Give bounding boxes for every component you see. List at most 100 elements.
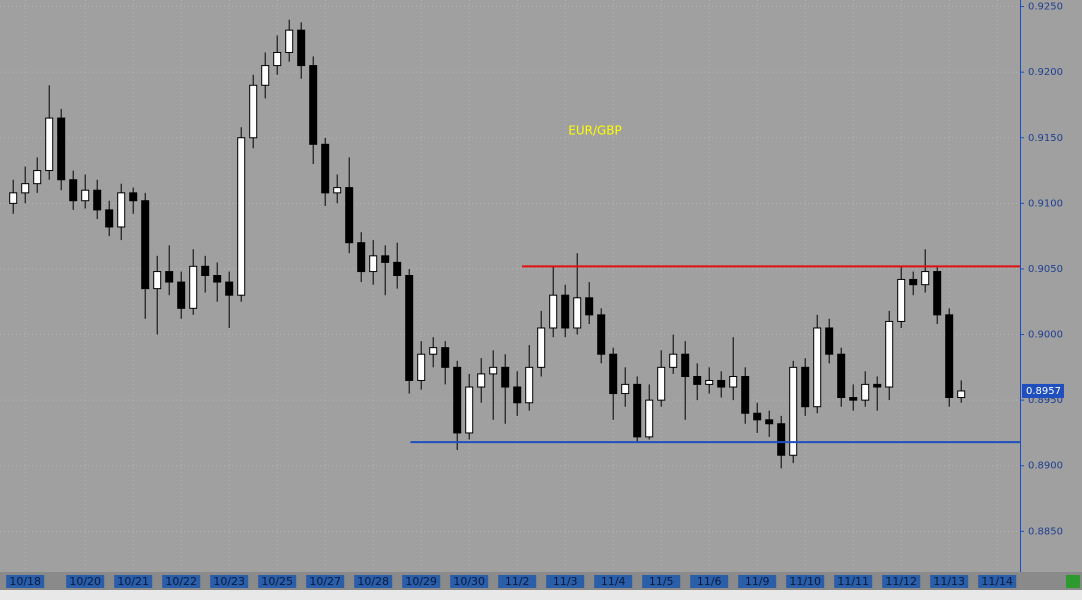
x-tick-box (594, 575, 633, 588)
candle-body (633, 383, 642, 438)
scrollbar[interactable] (0, 590, 1082, 600)
y-tick-label: 0.9150 (1028, 133, 1063, 144)
candle-body (9, 192, 18, 204)
x-tick-label: 10/23 (213, 575, 245, 588)
candle-body (93, 189, 102, 211)
candle-body (489, 366, 498, 375)
candle-body (585, 297, 594, 316)
candle-body (405, 275, 414, 381)
candle-body (465, 386, 474, 434)
y-tick-label: 0.9000 (1028, 330, 1063, 341)
candle-body (345, 187, 354, 244)
candle-body (453, 366, 462, 434)
candle-body (933, 271, 942, 316)
x-tick-box (66, 575, 105, 588)
candle-body (21, 183, 30, 194)
x-tick-box (210, 575, 249, 588)
candle-body (153, 271, 162, 290)
candle-body (597, 314, 606, 355)
x-tick-box (786, 575, 825, 588)
x-tick-label: 11/14 (981, 575, 1013, 588)
candle-body (813, 327, 822, 408)
candle-body (729, 376, 738, 388)
candle-body (189, 265, 198, 309)
candle-body (213, 275, 222, 283)
candle-body (645, 399, 654, 438)
x-tick-label: 10/20 (69, 575, 101, 588)
y-tick-label: 0.8850 (1028, 526, 1063, 537)
candle-body (801, 366, 810, 408)
candle-body (921, 271, 930, 286)
candle-body (753, 412, 762, 421)
candle-body (273, 51, 282, 67)
x-tick-box (162, 575, 201, 588)
candle-body (873, 383, 882, 388)
x-tick-box (6, 575, 45, 588)
x-tick-label: 11/3 (553, 575, 578, 588)
y-tick-label: 0.9100 (1028, 198, 1063, 209)
x-tick-box (690, 575, 729, 588)
candle-body (81, 189, 90, 202)
x-tick-label: 11/9 (745, 575, 770, 588)
candle-body (141, 200, 150, 290)
candle-body (321, 143, 330, 194)
candle-body (225, 281, 234, 296)
candle-body (741, 376, 750, 414)
x-tick-label: 10/28 (357, 575, 389, 588)
candle-body (57, 117, 66, 181)
candle-body (249, 84, 258, 139)
candle-body (285, 29, 294, 53)
chart-title: EUR/GBP (568, 124, 622, 138)
candle-body (537, 327, 546, 368)
y-tick-label: 0.9200 (1028, 67, 1063, 78)
x-tick-box (834, 575, 873, 588)
candle-body (909, 278, 918, 286)
x-tick-label: 10/22 (165, 575, 197, 588)
candle-body (693, 376, 702, 385)
x-tick-label: 10/25 (261, 575, 293, 588)
x-tick-label: 11/6 (697, 575, 722, 588)
candle-body (861, 383, 870, 401)
x-tick-label: 11/10 (789, 575, 821, 588)
candle-body (33, 170, 42, 185)
candle-body (117, 192, 126, 228)
x-tick-box (354, 575, 393, 588)
candle-body (105, 209, 114, 228)
x-tick-box (402, 575, 441, 588)
y-tick-label: 0.8950 (1028, 395, 1063, 406)
x-tick-box (882, 575, 921, 588)
candle-body (501, 366, 510, 388)
x-tick-label: 10/30 (453, 575, 485, 588)
price-axis (1021, 0, 1082, 572)
x-tick-label: 10/29 (405, 575, 437, 588)
y-tick-label: 0.8900 (1028, 461, 1063, 472)
x-tick-box (498, 575, 537, 588)
candle-body (333, 187, 342, 194)
x-tick-label: 11/11 (837, 575, 869, 588)
corner-button[interactable] (1066, 575, 1080, 588)
candle-body (513, 386, 522, 404)
candle-body (381, 255, 390, 263)
candle-body (45, 117, 54, 172)
x-tick-box (930, 575, 969, 588)
candle-body (705, 379, 714, 385)
candle-body (549, 294, 558, 329)
candle-body (945, 314, 954, 399)
x-tick-label: 10/18 (9, 575, 41, 588)
candle-body (957, 390, 966, 399)
candle-body (177, 281, 186, 309)
candle-body (885, 320, 894, 388)
candle-body (621, 383, 630, 395)
x-tick-box (306, 575, 345, 588)
candle-body (309, 65, 318, 145)
candle-body (261, 65, 270, 86)
candle-body (201, 265, 210, 277)
last-price-label: 0.8957 (1026, 386, 1061, 397)
candle-body (897, 278, 906, 322)
candle-body (573, 297, 582, 329)
candle-body (129, 192, 138, 202)
x-tick-box (738, 575, 777, 588)
candle-body (681, 353, 690, 378)
